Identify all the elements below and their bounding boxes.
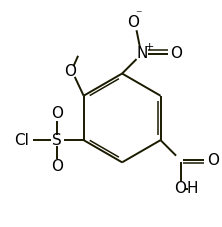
Text: H: H <box>187 181 198 197</box>
Text: N: N <box>136 46 148 61</box>
Text: O: O <box>51 159 63 174</box>
Text: S: S <box>52 133 62 148</box>
Text: O: O <box>127 15 139 30</box>
Text: O: O <box>64 64 76 79</box>
Text: O: O <box>51 106 63 121</box>
Text: O: O <box>170 46 182 61</box>
Text: O: O <box>207 153 219 168</box>
Text: Cl: Cl <box>14 133 29 148</box>
Text: +: + <box>145 42 155 52</box>
Text: O: O <box>174 181 186 197</box>
Text: ⁻: ⁻ <box>135 8 142 21</box>
